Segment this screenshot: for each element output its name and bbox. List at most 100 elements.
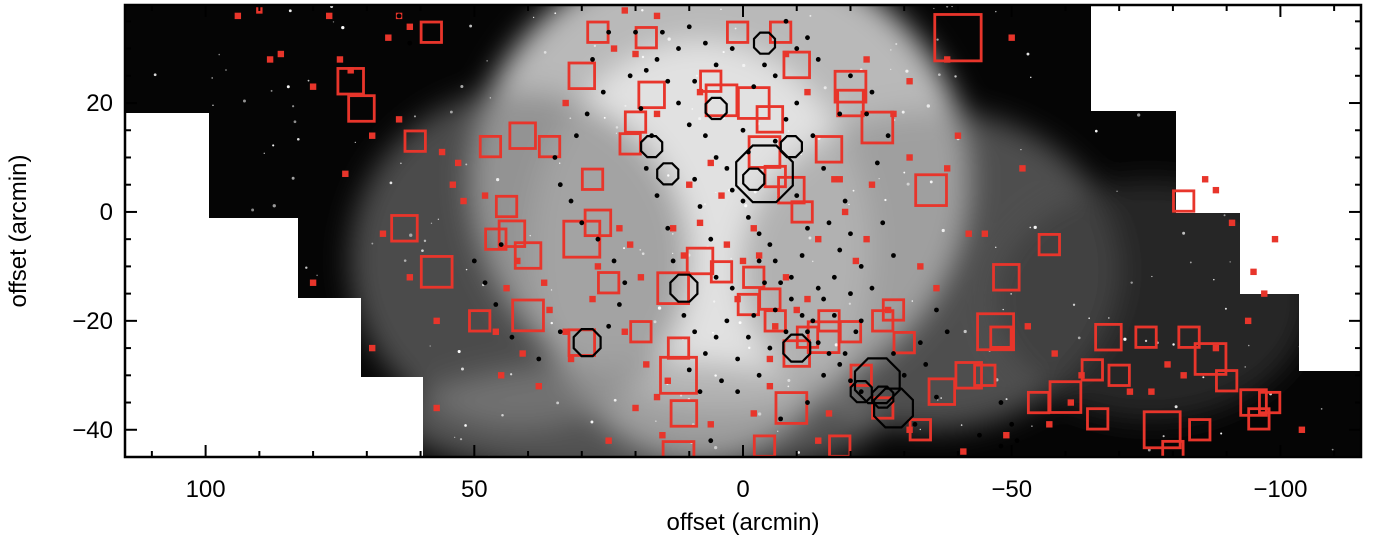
red-square-marker: [484, 227, 508, 251]
red-dot-marker: [562, 99, 569, 107]
red-square-marker: [661, 440, 696, 457]
red-dot-marker: [562, 328, 569, 335]
background-star: [449, 110, 453, 114]
background-star: [1189, 261, 1192, 264]
black-dot-marker: [810, 318, 816, 324]
x-tick-label: −100: [1253, 476, 1307, 503]
background-star: [738, 321, 742, 325]
black-dot-marker: [1014, 438, 1020, 444]
red-dot-marker: [309, 83, 317, 90]
background-star: [1182, 231, 1186, 235]
background-star: [936, 38, 939, 41]
red-dot-marker: [1228, 219, 1236, 227]
black-dot-marker: [654, 193, 660, 199]
red-square-marker: [927, 377, 957, 406]
red-dot-marker: [406, 23, 414, 30]
black-dot-marker: [643, 67, 649, 73]
x-tick-label: 100: [186, 476, 226, 503]
red-dot-marker: [954, 132, 962, 139]
background-star: [730, 257, 732, 260]
background-star: [403, 259, 407, 262]
black-dot-marker: [654, 57, 660, 62]
background-star: [787, 385, 790, 388]
background-star: [714, 374, 717, 377]
black-octagon-marker: [656, 162, 680, 186]
red-dot-marker: [1298, 426, 1306, 433]
black-dot-marker: [600, 89, 606, 95]
red-square-marker: [478, 134, 503, 159]
red-dot-marker: [567, 355, 575, 363]
black-dot-marker: [670, 258, 676, 264]
red-square-marker: [419, 255, 454, 289]
black-dot-marker: [1009, 421, 1015, 427]
red-dot-marker: [1201, 176, 1209, 183]
red-dot-marker: [707, 421, 714, 428]
red-dot-marker: [610, 45, 618, 52]
background-star: [744, 204, 748, 208]
black-dot-marker: [697, 389, 703, 395]
red-square-marker: [511, 298, 545, 333]
black-dot-marker: [584, 111, 590, 117]
red-dot-marker: [369, 132, 376, 139]
background-star: [823, 86, 827, 90]
black-dot-marker: [821, 372, 827, 378]
red-dot-marker: [890, 110, 897, 118]
background-star: [615, 132, 618, 134]
red-dot-marker: [632, 50, 639, 58]
background-star: [712, 331, 714, 334]
black-dot-marker: [826, 351, 832, 356]
red-dot-marker: [1024, 323, 1032, 330]
black-octagon-marker: [779, 135, 804, 159]
background-star: [940, 397, 943, 399]
black-dot-marker: [783, 329, 789, 335]
background-star: [316, 274, 318, 277]
black-dot-marker: [934, 394, 939, 400]
background-star: [1172, 343, 1175, 346]
background-star: [809, 14, 812, 17]
black-dot-marker: [869, 285, 875, 291]
black-dot-marker: [783, 116, 789, 122]
background-star: [1088, 317, 1090, 320]
red-dot-marker: [680, 252, 688, 259]
black-octagon-marker: [704, 96, 728, 121]
background-star: [890, 68, 892, 71]
tick-labels: 100 50 0 −50 −100 20 0 −20 −40: [72, 90, 1307, 503]
x-axis-title: offset (arcmin): [667, 509, 820, 536]
background-star: [777, 430, 779, 432]
red-dot-marker: [653, 393, 661, 401]
red-dot-marker: [1212, 344, 1220, 352]
red-square-marker: [806, 320, 841, 354]
background-star: [1033, 225, 1037, 230]
background-star: [272, 204, 276, 208]
background-star: [1162, 435, 1165, 438]
red-dot-marker: [944, 165, 951, 172]
black-dot-marker: [831, 313, 837, 318]
background-star: [550, 321, 553, 325]
black-dot-marker: [831, 274, 837, 280]
blank-region-left: [125, 113, 423, 457]
black-dot-marker: [805, 400, 810, 405]
red-dot-marker: [782, 50, 790, 58]
background-star: [1331, 448, 1334, 451]
red-dot-marker: [1046, 421, 1053, 428]
red-dot-marker: [406, 274, 414, 281]
background-star: [1147, 448, 1151, 452]
background-star: [720, 8, 722, 11]
red-dot-marker: [626, 241, 634, 248]
black-dot-marker: [536, 356, 542, 362]
red-square-marker: [989, 325, 1013, 349]
red-dot-marker: [960, 448, 967, 455]
red-dot-marker: [906, 154, 913, 161]
black-dot-marker: [821, 165, 827, 171]
red-dot-marker: [546, 306, 553, 314]
background-star: [1202, 376, 1205, 379]
source-markers: [234, 7, 1306, 457]
black-dot-marker: [713, 155, 719, 160]
background-star: [1026, 52, 1030, 56]
background-star: [657, 306, 662, 310]
background-star: [723, 117, 726, 120]
black-dot-marker: [676, 100, 681, 106]
background-star: [1229, 261, 1231, 263]
background-star: [995, 246, 997, 249]
red-square-marker: [1239, 388, 1268, 417]
